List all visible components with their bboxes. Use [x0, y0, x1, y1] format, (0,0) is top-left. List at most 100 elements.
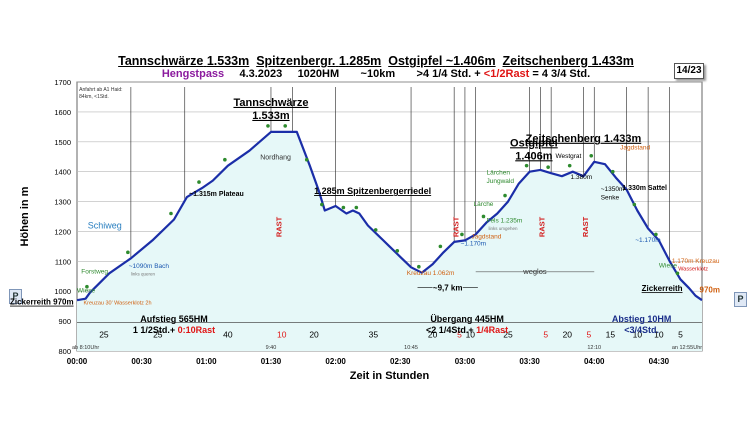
subtitle-date: 4.3.2023 — [239, 68, 283, 80]
segment-minutes-label: 25 — [153, 330, 163, 340]
peak-2-name: Spitzenbergr. — [256, 54, 336, 68]
annotation-label: 1.406m — [515, 150, 553, 162]
end-point-elev: 970m — [700, 286, 720, 295]
segment-minutes-label: 40 — [223, 330, 233, 340]
y-tick-label: 900 — [58, 317, 71, 326]
peak-2-elev: 1.285m — [338, 54, 382, 68]
tree-marker — [395, 249, 400, 253]
tree-marker — [632, 202, 637, 207]
tree-marker — [546, 165, 550, 169]
segment-minutes-label: 35 — [369, 330, 379, 340]
summary-time-label: 1 1/2Std.+ 0:10Rast — [133, 325, 215, 335]
peak-4-elev: 1.433m — [591, 54, 634, 68]
tree-marker — [197, 180, 201, 184]
annotation-label: ~1090m Bach — [129, 263, 170, 270]
annotation-label: Wiese — [77, 288, 95, 295]
x-tick-label: 01:30 — [261, 357, 282, 366]
end-time-label: an 12:55Uhr — [672, 345, 702, 351]
annotation-label: Westgrat — [555, 153, 581, 160]
y-tick-label: 1600 — [54, 108, 71, 117]
annotation-label: Kreuzau 30' Wasserklotz 2h — [83, 301, 151, 307]
annotation-label: Tannschwärze — [233, 97, 308, 109]
summary-time-label: <2 1/4Std.+ 1/4Rast — [426, 325, 508, 335]
annotation-label: ~1350m — [601, 186, 625, 193]
y-tick-label: 1100 — [55, 257, 71, 266]
segment-minutes-label: 10 — [277, 330, 287, 340]
segment-minutes-label: 10 — [654, 330, 664, 340]
annotation-label: 84km, <1Std. — [79, 94, 109, 100]
segment-minutes-label: 20 — [428, 330, 438, 340]
tree-marker — [341, 205, 346, 210]
x-tick-label: 02:00 — [325, 357, 346, 366]
tree-marker — [85, 284, 89, 289]
subtitle-rest: <1/2Rast — [483, 68, 530, 80]
annotation-note: links umgehen — [488, 226, 518, 231]
annotation-label: Zeitschenberg 1.433m — [526, 133, 642, 145]
tree-marker — [320, 202, 324, 207]
rest-label: RAST — [538, 216, 547, 237]
segment-minutes-label: 25 — [503, 330, 513, 340]
annotation-label: Kreuzau 1.062m — [407, 270, 455, 277]
chart-title: Tannschwärze 1.533m Spitzenbergr. 1.285m… — [0, 54, 752, 68]
split-time-label: 10:45 — [404, 345, 418, 351]
segment-minutes-label: 10 — [466, 330, 476, 340]
summary-label: Übergang 445HM — [430, 314, 504, 324]
y-axis-label: Höhen in m — [19, 186, 31, 246]
annotation-label: Wiese — [659, 262, 677, 269]
y-tick-label: 1200 — [54, 227, 71, 236]
annotation-label: Schiweg — [88, 220, 122, 230]
subtitle-ascent: 1020HM — [297, 68, 340, 80]
subtitle-distance: ~10km — [360, 68, 396, 80]
annotation-label: Nordhang — [260, 155, 291, 162]
profile-line — [76, 130, 703, 302]
weglos-label: weglos — [522, 267, 547, 276]
tree-marker — [373, 228, 378, 232]
annotation-label: 1.330m Sattel — [622, 185, 667, 192]
next-page-button[interactable]: P — [734, 292, 747, 307]
annotation-label: ~1.315m Plateau — [189, 191, 244, 198]
annotation-label: Lärche — [474, 201, 494, 208]
segment-minutes-label: 5 — [457, 330, 462, 340]
annotation-label: Forstweg — [81, 268, 108, 275]
x-tick-label: 03:30 — [519, 357, 540, 366]
distance-label: ~9,7 km — [433, 283, 463, 292]
rest-label: RAST — [275, 216, 284, 237]
x-tick-label: 04:00 — [584, 357, 605, 366]
y-tick-label: 1400 — [54, 168, 71, 177]
segment-minutes-label: 5 — [678, 330, 683, 340]
profile-area — [77, 131, 702, 351]
peak-1-elev: 1.533m — [206, 54, 250, 68]
segment-minutes-label: 25 — [99, 330, 109, 340]
annotation-label: Jagdstand — [620, 144, 650, 151]
summary-label: Abstieg 10HM — [612, 314, 672, 324]
start-time-label: ab 8:10Uhr — [72, 345, 99, 351]
annotation-label: Jagdstand — [471, 233, 501, 240]
annotation-label: ~1.170m — [461, 240, 486, 247]
tree-marker — [567, 163, 572, 168]
x-axis-label: Zeit in Stunden — [350, 370, 430, 382]
y-tick-label: 1000 — [54, 287, 71, 296]
segment-minutes-label: 10 — [633, 330, 643, 340]
x-tick-label: 00:30 — [131, 357, 152, 366]
y-tick-label: 1700 — [54, 78, 71, 87]
subtitle-total: = 4 3/4 Std. — [532, 68, 591, 80]
tree-marker — [126, 250, 130, 255]
split-time-label: 9:40 — [266, 345, 277, 351]
tree-marker — [481, 214, 486, 219]
tree-marker — [354, 205, 359, 210]
tree-marker — [266, 124, 270, 128]
tree-marker — [654, 232, 658, 237]
annotation-label: 1.533m — [252, 110, 290, 122]
y-tick-label: 800 — [58, 347, 71, 356]
subtitle-time: >4 1/4 Std. + — [416, 68, 481, 80]
chart-subtitle: Hengstpass 4.3.2023 1020HM ~10km >4 1/4 … — [0, 68, 752, 80]
x-tick-label: 02:30 — [390, 357, 411, 366]
prev-page-button[interactable]: P — [9, 289, 22, 304]
annotation-label: ~1.170m — [635, 237, 660, 244]
annotation-label: Anfahrt ab A1 Haid: — [79, 87, 122, 93]
tree-marker — [589, 154, 594, 158]
peak-3-name: Ostgipfel — [388, 54, 443, 68]
tree-marker — [438, 244, 443, 249]
